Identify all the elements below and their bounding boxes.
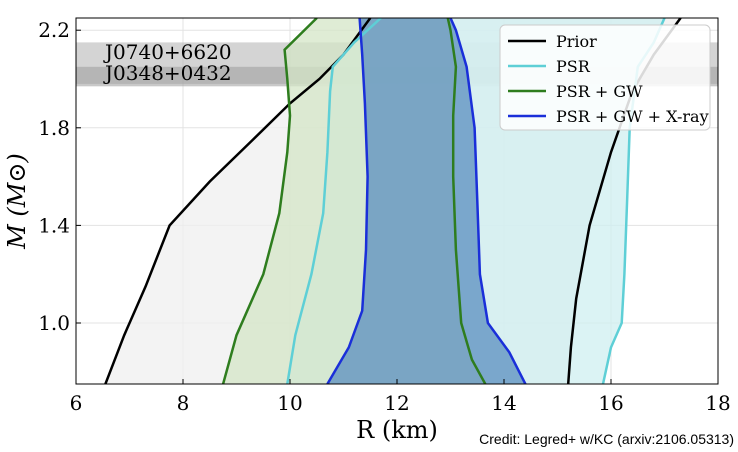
x-tick-label: 12	[384, 391, 409, 415]
x-tick-label: 6	[70, 391, 83, 415]
band-label-j0740-6620: J0740+6620	[103, 40, 232, 64]
legend-label-prior: Prior	[556, 32, 597, 51]
x-axis-label: R (km)	[356, 416, 438, 444]
y-tick-label: 2.2	[38, 18, 70, 42]
x-tick-label: 14	[491, 391, 516, 415]
legend-box	[499, 24, 711, 131]
legend-label-psr-gw: PSR + GW	[556, 82, 643, 101]
region-left-line-psr-gw	[221, 18, 318, 384]
legend-label-psr: PSR	[556, 57, 591, 76]
y-axis-ticks: 1.0 1.4 1.8 2.2	[38, 18, 81, 335]
y-axis-label: M (M⊙)	[3, 153, 31, 250]
region-left-line-psr	[286, 18, 382, 384]
x-axis-ticks: 6 8 10 12 14 16 18	[70, 379, 731, 415]
region-fill-psr-gw-x-ray	[327, 18, 526, 384]
x-tick-label: 10	[277, 391, 302, 415]
region-left-line-prior	[104, 18, 372, 384]
region-right-line-psr-gw	[446, 18, 487, 384]
legend-label-psr-gw-x-ray: PSR + GW + X-ray	[556, 107, 709, 126]
x-tick-label: 8	[177, 391, 190, 415]
region-left-line-psr-gw-x-ray	[326, 18, 369, 384]
y-tick-label: 1.0	[38, 311, 70, 335]
credit-text: Credit: Legred+ w/KC (arxiv:2106.05313)	[479, 431, 734, 447]
region-right-line-psr-gw-x-ray	[449, 18, 527, 384]
x-tick-label: 18	[705, 391, 730, 415]
y-tick-label: 1.4	[38, 213, 70, 237]
y-tick-label: 1.8	[38, 116, 70, 140]
legend: Prior PSR PSR + GW PSR + GW + X-ray	[499, 24, 711, 131]
band-label-j0348-0432: J0348+0432	[103, 61, 232, 85]
x-tick-label: 16	[598, 391, 623, 415]
